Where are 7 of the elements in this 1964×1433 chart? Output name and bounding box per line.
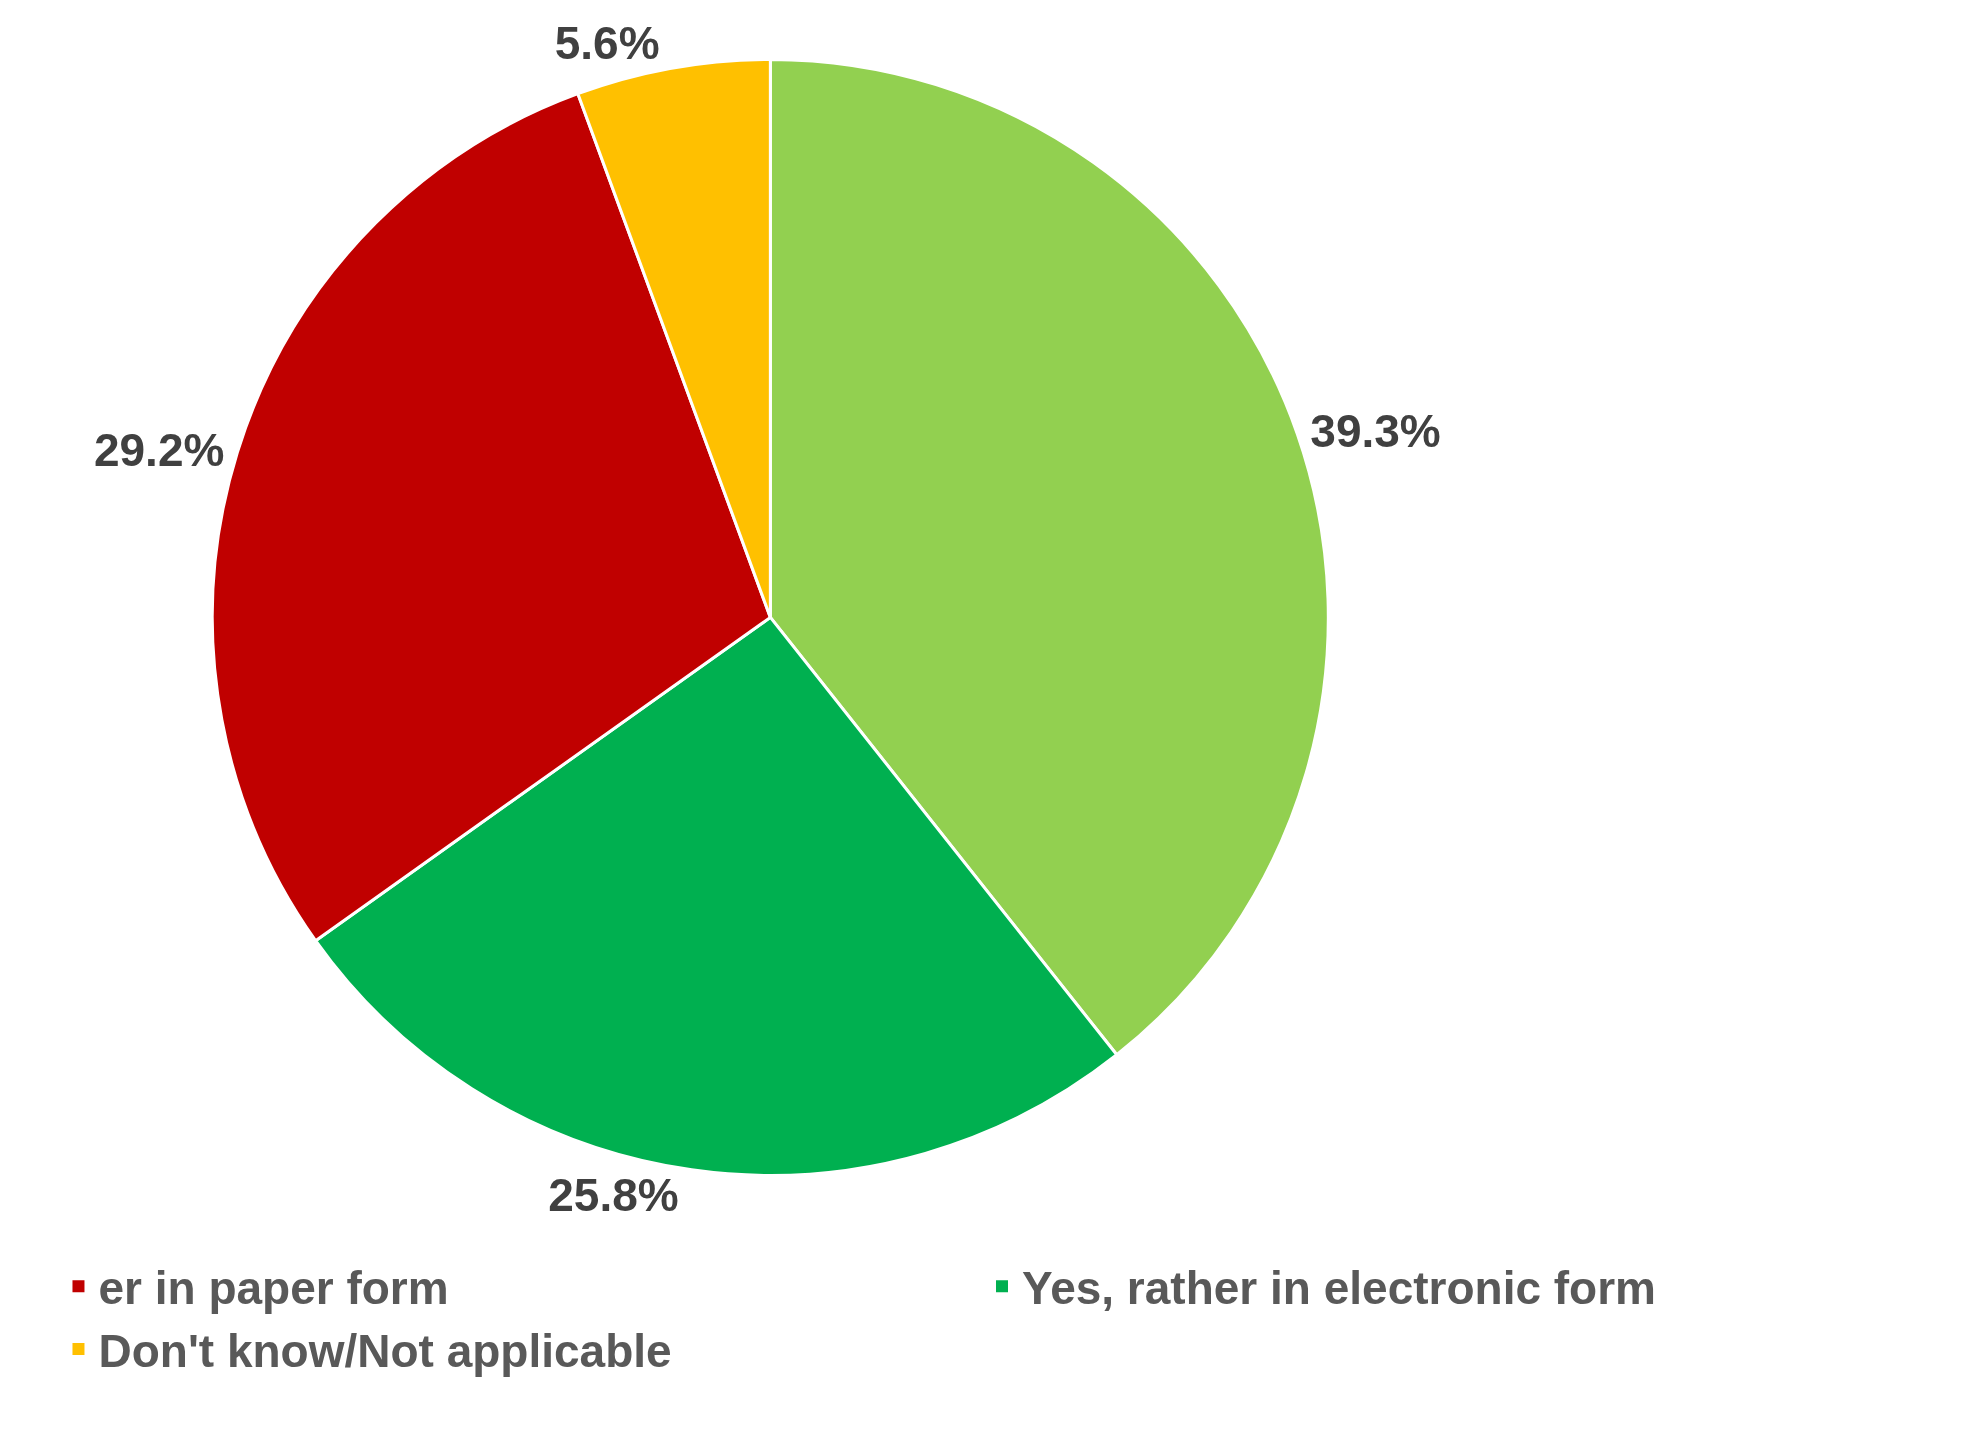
data-label: 39.3% — [1310, 405, 1441, 458]
legend-label: er in paper form — [98, 1262, 449, 1315]
data-label: 5.6% — [554, 16, 660, 69]
legend-label: Don't know/Not applicable — [98, 1324, 672, 1377]
data-label: 29.2% — [93, 424, 225, 477]
data-label: 25.8% — [548, 1169, 679, 1222]
legend-label: Yes, rather in electronic form — [1022, 1262, 1657, 1315]
